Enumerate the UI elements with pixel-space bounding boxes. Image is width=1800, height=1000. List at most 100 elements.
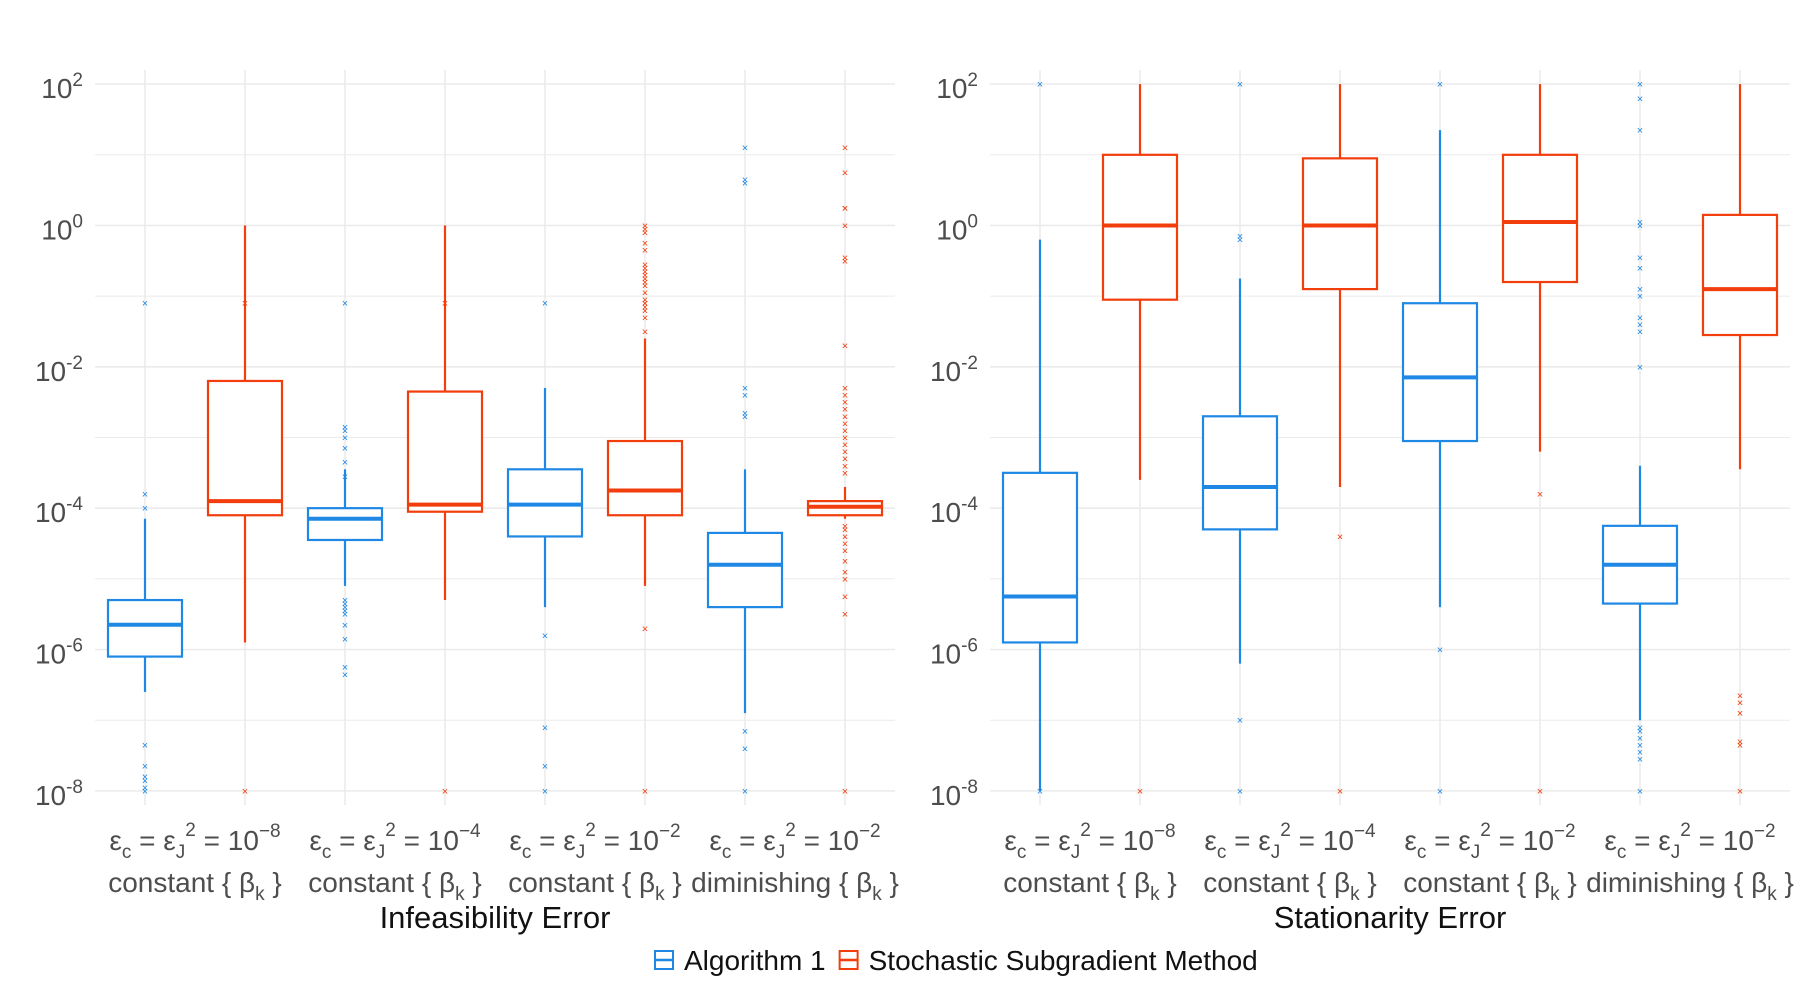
outlier-point: × <box>242 298 248 310</box>
outlier-point: × <box>842 440 848 452</box>
box-ssm: ×× <box>1501 84 1579 798</box>
outlier-point: × <box>842 461 848 473</box>
outlier-point: × <box>1637 125 1643 137</box>
outlier-point: × <box>642 228 648 240</box>
category-label-line1: εc = εJ2 = 10−2 <box>509 820 680 863</box>
outlier-point: × <box>142 298 148 310</box>
outlier-point: × <box>1637 263 1643 275</box>
outlier-point: × <box>842 556 848 568</box>
box-ssm: × <box>1101 84 1179 798</box>
y-tick-label: 10-8 <box>35 777 83 811</box>
outlier-point: × <box>642 281 648 293</box>
outlier-point: × <box>742 175 748 187</box>
outlier-point: × <box>1437 79 1443 91</box>
y-tick-label: 10-6 <box>930 636 978 670</box>
outlier-point: × <box>342 669 348 681</box>
legend-item-algorithm1: Algorithm 1 <box>654 945 826 976</box>
category-label-line1: εc = εJ2 = 10−2 <box>709 820 880 863</box>
category-label-line1: εc = εJ2 = 10−4 <box>309 820 481 863</box>
outlier-point: × <box>142 503 148 515</box>
outlier-point: × <box>1037 79 1043 91</box>
category-label-line2: diminishing { βk } <box>691 867 899 905</box>
outlier-point: × <box>642 312 648 324</box>
outlier-point: × <box>642 263 648 275</box>
category-label-line2: constant { βk } <box>1403 867 1577 905</box>
outlier-point: × <box>642 277 648 289</box>
outlier-point: × <box>442 298 448 310</box>
box-ssm: ×× <box>206 225 284 798</box>
category-label-line2: constant { βk } <box>308 867 482 905</box>
outlier-point: × <box>642 273 648 285</box>
box-algorithm1: × × × × × <box>506 298 584 798</box>
outlier-point: × <box>842 521 848 533</box>
outlier-point: × <box>1437 786 1443 798</box>
category-label-line2: constant { βk } <box>1203 867 1377 905</box>
outlier-point: × <box>842 433 848 445</box>
outlier-point: × <box>842 203 848 215</box>
category-label-line1: εc = εJ2 = 10−2 <box>1404 820 1575 863</box>
box-iqr <box>406 390 484 513</box>
box-iqr <box>1201 415 1279 531</box>
box-iqr <box>706 531 784 609</box>
box-algorithm1: × × × <box>1401 79 1479 798</box>
outlier-point: × <box>142 775 148 787</box>
outlier-point: × <box>842 256 848 268</box>
outlier-point: × <box>142 740 148 752</box>
box-ssm: ×× <box>1301 84 1379 798</box>
outlier-point: × <box>142 782 148 794</box>
panel-title: Infeasibility Error <box>380 900 611 935</box>
outlier-point: × <box>742 143 748 155</box>
outlier-point: × <box>342 595 348 607</box>
outlier-point: × <box>1237 79 1243 91</box>
outlier-point: × <box>842 418 848 430</box>
outlier-point: × <box>1637 284 1643 296</box>
outlier-point: × <box>742 743 748 755</box>
outlier-point: × <box>842 341 848 353</box>
category-label-line1: εc = εJ2 = 10−2 <box>1604 820 1775 863</box>
legend-item-ssm: Stochastic Subgradient Method <box>838 945 1258 976</box>
outlier-point: × <box>642 224 648 236</box>
outlier-point: × <box>842 567 848 579</box>
outlier-point: × <box>642 295 648 307</box>
outlier-point: × <box>1237 231 1243 243</box>
outlier-point: × <box>1637 326 1643 338</box>
outlier-point: × <box>642 326 648 338</box>
outlier-point: × <box>342 634 348 646</box>
outlier-point: × <box>842 404 848 416</box>
outlier-point: × <box>1337 786 1343 798</box>
y-axis-tick-labels: 102 100 10-2 10-4 10-6 10-8 <box>930 70 978 811</box>
outlier-point: × <box>642 270 648 282</box>
outlier-point: × <box>342 443 348 455</box>
category-label-line1: εc = εJ2 = 10−4 <box>1204 820 1376 863</box>
outlier-point: × <box>1637 252 1643 264</box>
outlier-point: × <box>1637 79 1643 91</box>
outlier-point: × <box>1637 786 1643 798</box>
category-label: εc = εJ2 = 10−8 constant { βk } <box>1003 820 1177 905</box>
category-label: εc = εJ2 = 10−4 constant { βk } <box>308 820 482 905</box>
outlier-point: × <box>742 390 748 402</box>
box-ssm: ×××××××××××××××××××××× <box>606 220 684 798</box>
outlier-point: × <box>342 422 348 434</box>
outlier-point: × <box>1637 319 1643 331</box>
y-tick-label: 10-4 <box>930 494 978 528</box>
outlier-point: × <box>342 425 348 437</box>
outlier-point: × <box>742 383 748 395</box>
category-label: εc = εJ2 = 10−2 diminishing { βk } <box>691 820 899 905</box>
outlier-point: × <box>842 167 848 179</box>
outlier-point: × <box>342 298 348 310</box>
category-group-3: ×××××××××××××××××××××××××××εc = εJ2 = 10… <box>506 220 684 905</box>
outlier-point: × <box>842 539 848 551</box>
outlier-point: × <box>842 143 848 155</box>
outlier-point: × <box>642 245 648 257</box>
outlier-point: × <box>842 397 848 409</box>
outlier-point: × <box>842 574 848 586</box>
outlier-point: × <box>142 786 148 798</box>
outlier-point: × <box>1537 786 1543 798</box>
outlier-point: × <box>742 411 748 423</box>
outlier-point: × <box>1737 708 1743 720</box>
category-group-4: ××××××××××××××××××××××××××××××××××××××××… <box>691 143 899 905</box>
outlier-point: × <box>1637 740 1643 752</box>
outlier-point: × <box>842 203 848 215</box>
outlier-point: × <box>1737 690 1743 702</box>
